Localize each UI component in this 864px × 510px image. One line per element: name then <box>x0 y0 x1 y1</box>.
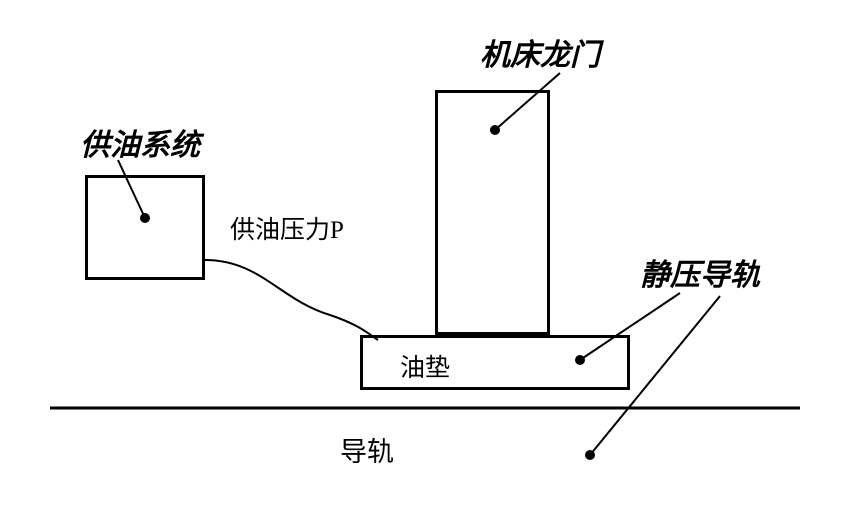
leader-gantry-dot <box>490 125 500 135</box>
label-hydrostatic-guideway: 静压导轨 <box>640 250 760 294</box>
label-oil-pressure: 供油压力P <box>230 210 344 246</box>
diagram-container: 供油系统 机床龙门 静压导轨 供油压力P 油垫 导轨 <box>0 0 864 510</box>
leader-oil-supply-line <box>118 160 145 218</box>
oil-supply-curve <box>205 260 378 340</box>
leader-guide-rail-line <box>590 296 720 455</box>
leader-oil-supply-dot <box>140 213 150 223</box>
leader-guide-rail-dot <box>585 450 595 460</box>
label-oil-pad: 油垫 <box>400 348 450 384</box>
label-guide-rail: 导轨 <box>340 430 394 469</box>
label-machine-gantry: 机床龙门 <box>480 30 600 74</box>
leader-gantry-line <box>495 73 560 130</box>
leader-hydrostatic-dot <box>575 355 585 365</box>
leader-hydrostatic-line <box>580 293 680 360</box>
label-oil-supply-system: 供油系统 <box>80 120 200 164</box>
